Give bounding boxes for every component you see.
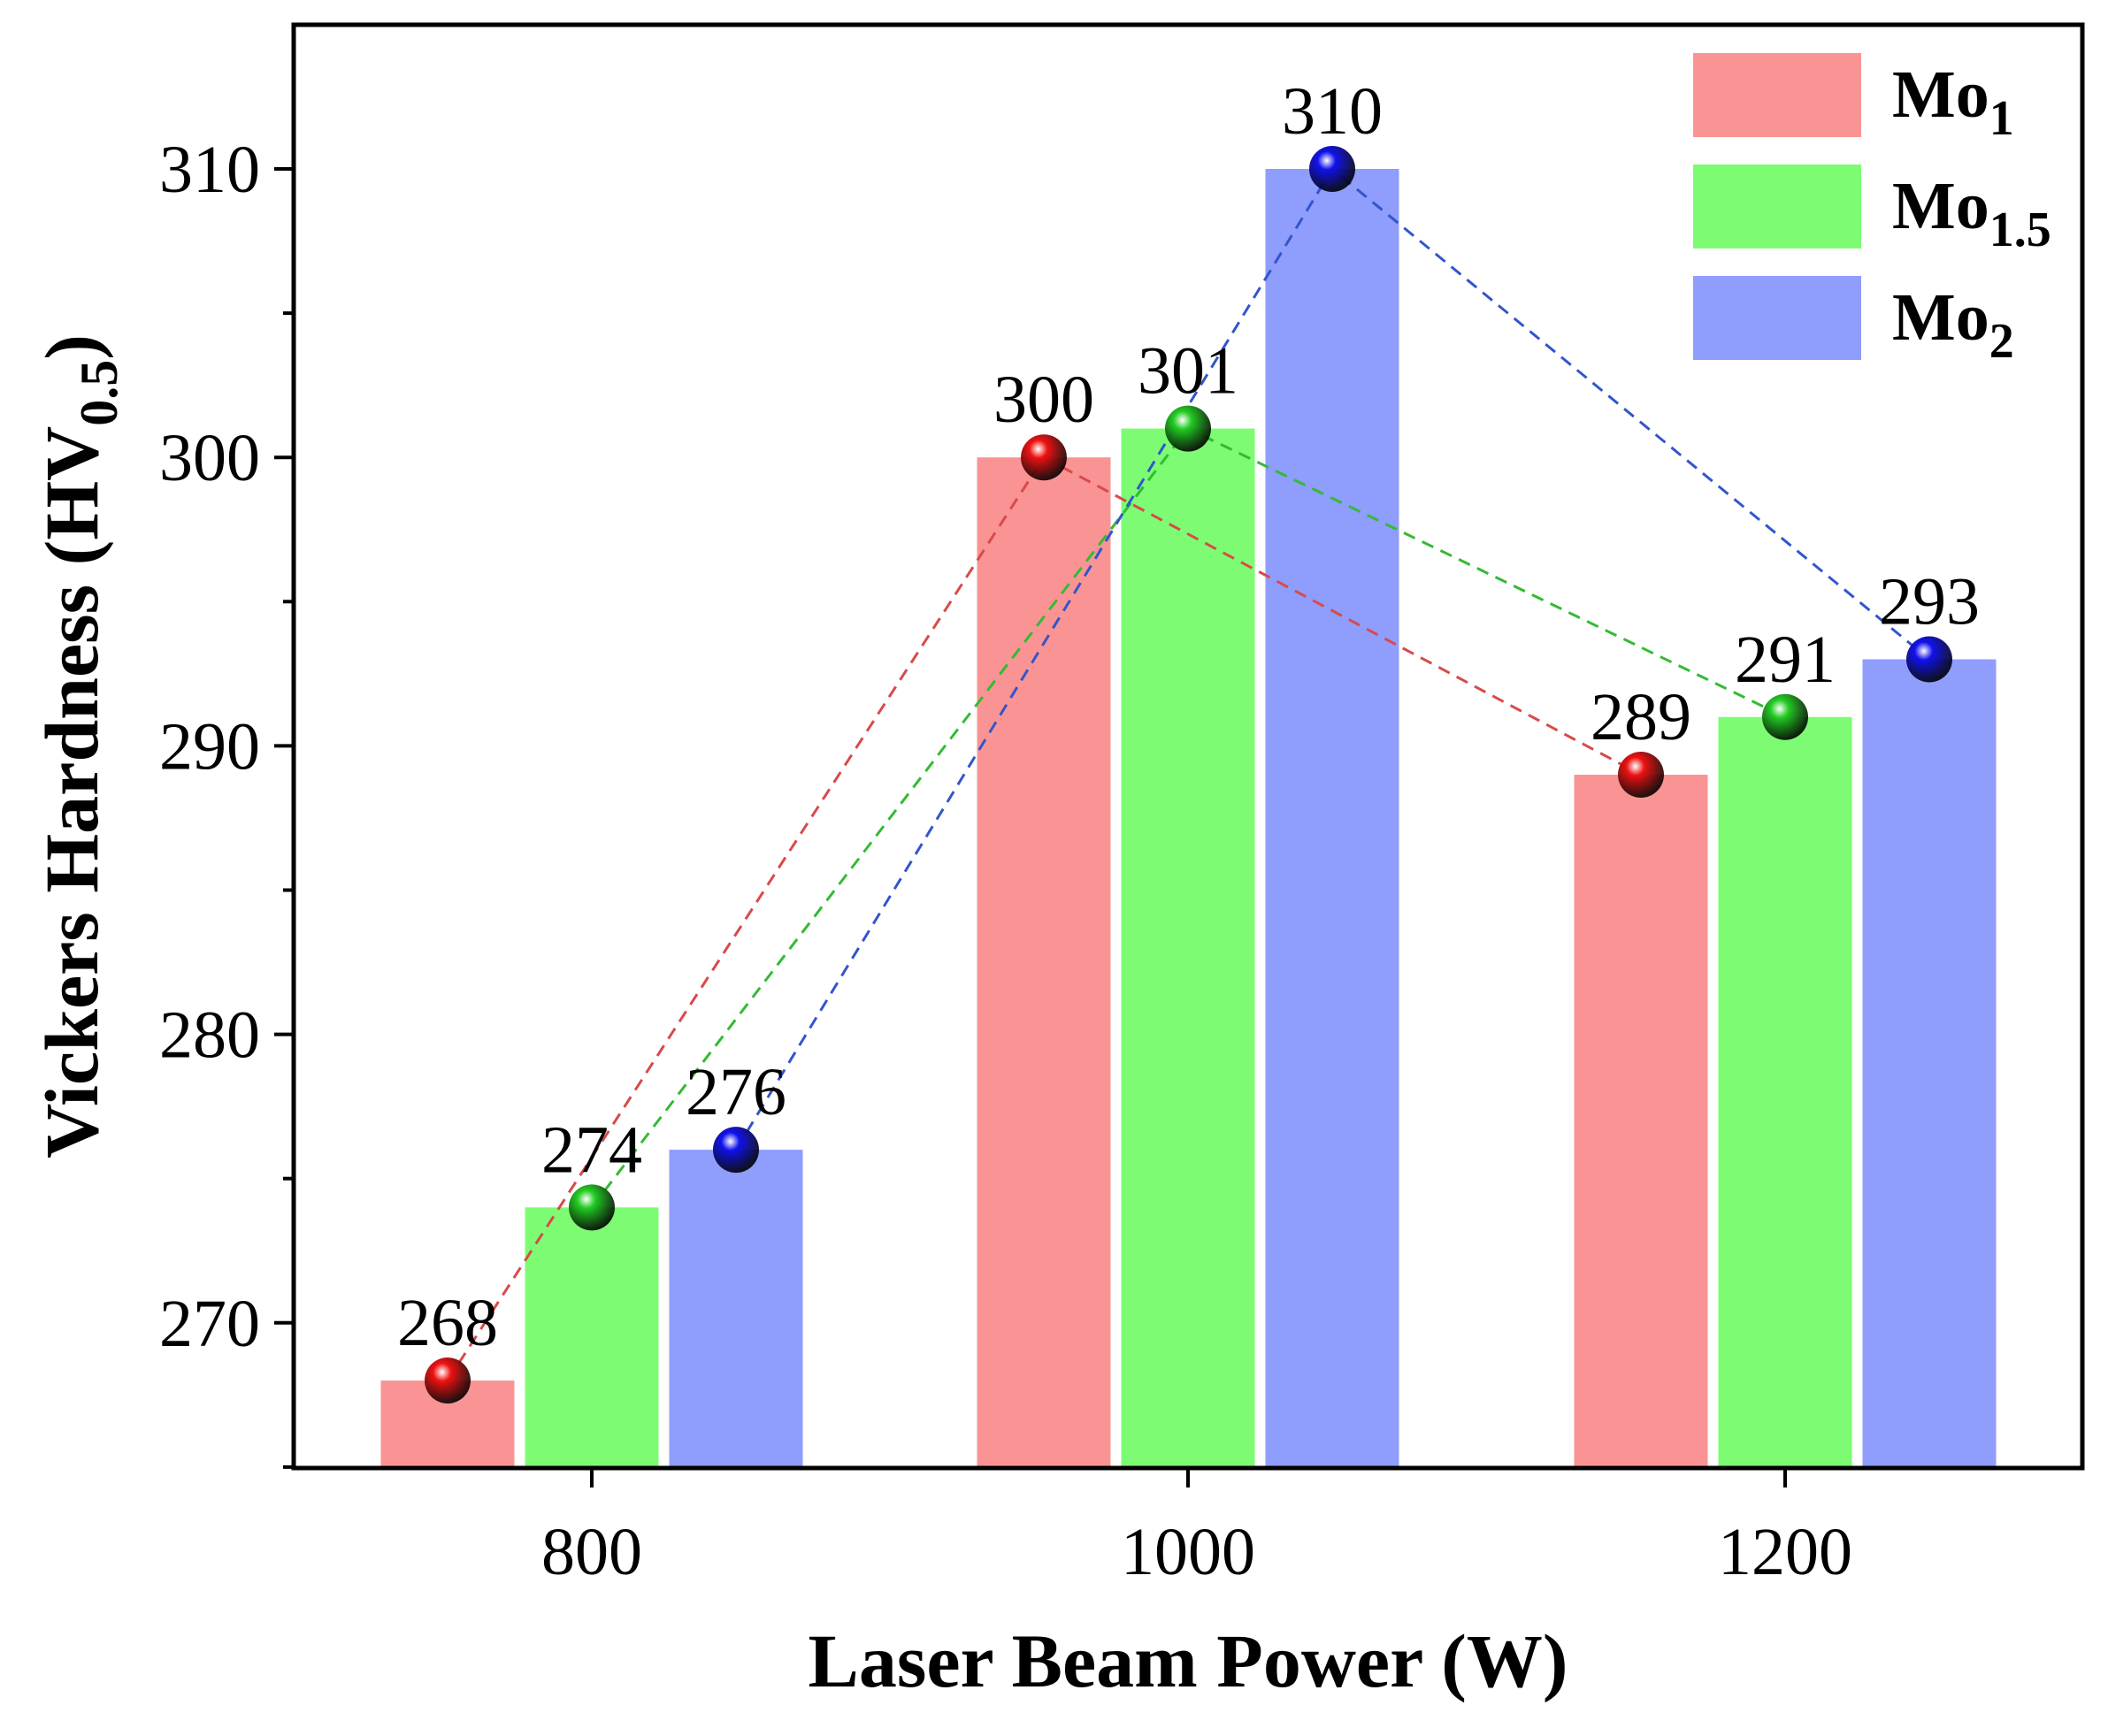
bar-1200-series-1 <box>1718 716 1852 1468</box>
legend-label-series-0: Mo1 <box>1892 57 2014 146</box>
marker-1000-series-1 <box>1165 405 1211 452</box>
x-tick-label-800: 800 <box>541 1515 642 1589</box>
y-axis-title-subscript: 0.5 <box>70 360 128 426</box>
legend-swatch-series-0 <box>1693 53 1861 137</box>
bar-1000-series-0 <box>977 457 1111 1469</box>
data-label-1200-series-2: 293 <box>1879 565 1980 639</box>
bar-1000-series-2 <box>1265 169 1399 1468</box>
y-tick-label-300: 300 <box>159 421 260 495</box>
legend-label-series-2: Mo2 <box>1892 280 2014 369</box>
marker-1000-series-2 <box>1309 146 1355 192</box>
marker-1200-series-0 <box>1618 752 1664 799</box>
legend-label-series-1: Mo1.5 <box>1892 169 2051 257</box>
y-axis-title: Vickers Hardness (HV0.5) <box>29 334 128 1159</box>
data-label-1000-series-1: 301 <box>1138 334 1238 409</box>
data-label-800-series-2: 276 <box>686 1055 786 1129</box>
data-label-1000-series-0: 300 <box>993 363 1094 437</box>
data-label-800-series-0: 268 <box>397 1286 498 1360</box>
bar-1000-series-1 <box>1121 428 1255 1469</box>
legend-label-main-series-0: Mo <box>1892 57 1989 132</box>
bars-layer <box>380 169 1997 1469</box>
legend-label-main-series-2: Mo <box>1892 280 1989 355</box>
data-label-1200-series-1: 291 <box>1735 623 1836 697</box>
legend-label-subscript-series-0: 1 <box>1989 91 2014 146</box>
legend-swatch-series-2 <box>1693 276 1861 360</box>
data-labels-layer: 268 300 289 274 301 291 276 310 293 <box>397 74 1980 1360</box>
legend-label-subscript-series-2: 2 <box>1989 314 2014 369</box>
legend-label-subscript-series-1: 1.5 <box>1989 203 2051 257</box>
markers-layer <box>425 146 1952 1404</box>
bar-1200-series-2 <box>1862 659 1997 1468</box>
marker-800-series-1 <box>569 1184 615 1231</box>
marker-1200-series-1 <box>1762 693 1808 740</box>
x-tick-label-1000: 1000 <box>1121 1515 1255 1589</box>
legend-label-main-series-1: Mo <box>1892 169 1989 243</box>
data-label-1200-series-0: 289 <box>1591 680 1691 754</box>
data-label-1000-series-2: 310 <box>1282 74 1383 149</box>
y-tick-label-280: 280 <box>159 998 260 1073</box>
y-tick-label-290: 290 <box>159 709 260 784</box>
bar-800-series-1 <box>525 1207 659 1468</box>
legend-swatch-series-1 <box>1693 164 1861 249</box>
x-axis-title: Laser Beam Power (W) <box>809 1618 1568 1703</box>
marker-1000-series-0 <box>1021 434 1067 481</box>
marker-1200-series-2 <box>1906 636 1952 683</box>
axes-layer: 270 280 290 300 310 800 1000 1200 <box>159 133 1852 1589</box>
y-tick-label-270: 270 <box>159 1287 260 1361</box>
y-axis-title-end: ) <box>29 334 114 360</box>
x-tick-label-1200: 1200 <box>1718 1515 1852 1589</box>
bar-800-series-2 <box>669 1150 803 1468</box>
marker-800-series-0 <box>425 1357 471 1404</box>
bar-1200-series-0 <box>1574 775 1708 1468</box>
y-axis-title-main: Vickers Hardness (HV <box>29 426 114 1159</box>
marker-800-series-2 <box>713 1127 759 1174</box>
y-tick-label-310: 310 <box>159 133 260 207</box>
data-label-800-series-1: 274 <box>541 1113 642 1187</box>
